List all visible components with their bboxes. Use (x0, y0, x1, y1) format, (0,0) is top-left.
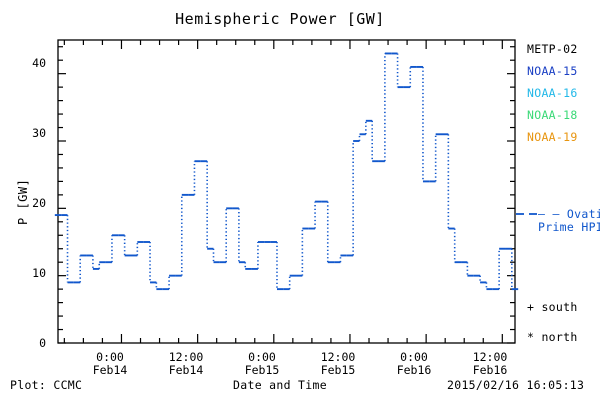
x-tick-time-4: 0:00 (400, 350, 428, 364)
x-tick-date-5: Feb16 (472, 362, 508, 377)
x-tick-date-3: Feb15 (320, 362, 356, 377)
y-tick-label-30: 30 (32, 126, 46, 140)
x-tick-time-5: 12:00 (472, 350, 508, 364)
y-tick-label-20: 20 (32, 196, 46, 210)
x-tick-time-3: 12:00 (320, 350, 356, 364)
y-axis-ticks (58, 46, 515, 344)
x-tick-label-2: 0:00 Feb15 (222, 351, 302, 376)
axes-frame (57, 39, 516, 344)
legend-item-noaa-18[interactable]: NOAA-18 (527, 108, 578, 122)
y-tick-label-0: 0 (39, 336, 46, 350)
data-series-layer (54, 52, 519, 291)
north-marker-note: * north (527, 330, 578, 344)
south-marker-note: + south (527, 300, 578, 314)
legend-item-noaa-15[interactable]: NOAA-15 (527, 64, 578, 78)
x-axis-caption: Date and Time (233, 378, 327, 392)
y-tick-label-40: 40 (32, 56, 46, 70)
x-tick-date-4: Feb16 (396, 362, 432, 377)
ovation-label-line2: Prime HPI (538, 219, 600, 234)
x-tick-label-3: 12:00 Feb15 (298, 351, 378, 376)
legend-item-metp-02[interactable]: METP-02 (527, 42, 578, 56)
x-tick-label-1: 12:00 Feb14 (146, 351, 226, 376)
x-tick-time-0: 0:00 (96, 350, 124, 364)
x-tick-date-2: Feb15 (244, 362, 280, 377)
chart-title: Hemispheric Power [GW] (175, 10, 385, 28)
x-tick-label-5: 12:00 Feb16 (450, 351, 530, 376)
x-tick-label-4: 0:00 Feb16 (374, 351, 454, 376)
legend-item-noaa-19[interactable]: NOAA-19 (527, 130, 578, 144)
legend-item-ovation-prime-hpi[interactable]: — — Ovation Prime HPI (538, 208, 600, 233)
legend-item-noaa-16[interactable]: NOAA-16 (527, 86, 578, 100)
plot-credit: Plot: CCMC (10, 378, 83, 392)
y-tick-label-10: 10 (32, 266, 46, 280)
x-tick-time-2: 0:00 (248, 350, 276, 364)
x-tick-label-0: 0:00 Feb14 (70, 351, 150, 376)
x-tick-time-1: 12:00 (168, 350, 204, 364)
x-tick-date-1: Feb14 (168, 362, 204, 377)
ovation-label-line1: — — Ovation (538, 207, 600, 221)
x-tick-date-0: Feb14 (92, 362, 128, 377)
timestamp: 2015/02/16 16:05:13 (447, 378, 585, 392)
x-axis-ticks (63, 40, 503, 343)
